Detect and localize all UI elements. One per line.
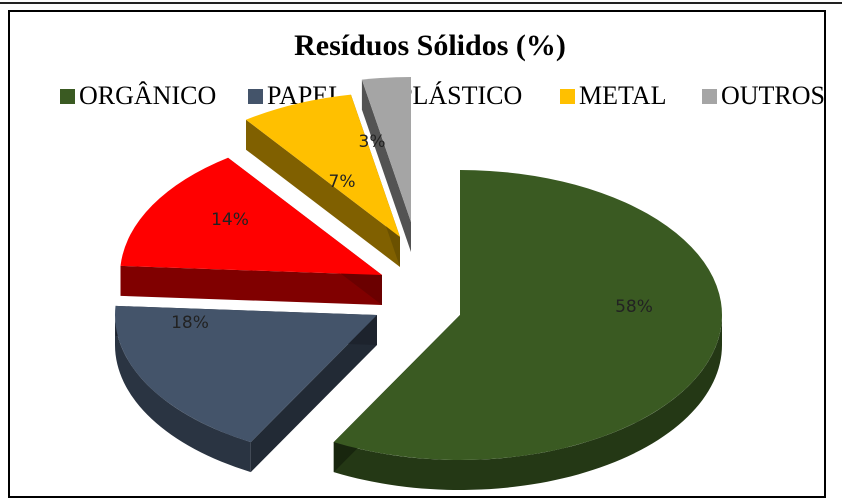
data-label-organico: 58% xyxy=(615,297,653,317)
slice-top xyxy=(120,157,382,275)
legend-label-metal: METAL xyxy=(579,81,666,110)
legend-swatch-metal xyxy=(560,89,575,104)
data-label-metal: 7% xyxy=(329,172,356,192)
legend-label-organico: ORGÂNICO xyxy=(79,81,216,110)
slice-side xyxy=(333,315,722,491)
slice-cut-face xyxy=(120,265,382,305)
slice-top xyxy=(333,170,722,461)
data-label-plastico: 14% xyxy=(211,210,249,230)
slice-papel xyxy=(114,305,377,473)
slice-side xyxy=(114,315,251,473)
top-rule xyxy=(0,2,842,4)
chart-frame xyxy=(8,10,826,498)
slice-cut-face xyxy=(361,79,411,252)
slice-organico xyxy=(333,170,722,491)
pie-slices xyxy=(114,77,722,491)
data-label-papel: 18% xyxy=(171,313,209,333)
slice-plastico xyxy=(120,157,382,305)
data-label-outros: 3% xyxy=(359,132,386,152)
slice-top xyxy=(361,77,411,222)
slice-top xyxy=(246,94,400,237)
legend-swatch-outros xyxy=(702,89,717,104)
slice-cut-face xyxy=(246,119,400,267)
slice-top xyxy=(115,305,377,443)
legend: ORGÂNICO PAPEL PLÁSTICO METAL OUTROS xyxy=(60,81,825,110)
legend-label-outros: OUTROS xyxy=(721,81,825,110)
legend-swatch-organico xyxy=(60,89,75,104)
legend-swatch-papel xyxy=(248,89,263,104)
data-labels: 58% 18% 14% 7%3% xyxy=(171,132,653,333)
slice-outros xyxy=(361,77,411,252)
legend-label-plastico: PLÁSTICO xyxy=(398,81,522,110)
slice-cut-face xyxy=(250,315,377,473)
slice-metal xyxy=(246,94,400,267)
chart-title: Resíduos Sólidos (%) xyxy=(294,29,566,62)
